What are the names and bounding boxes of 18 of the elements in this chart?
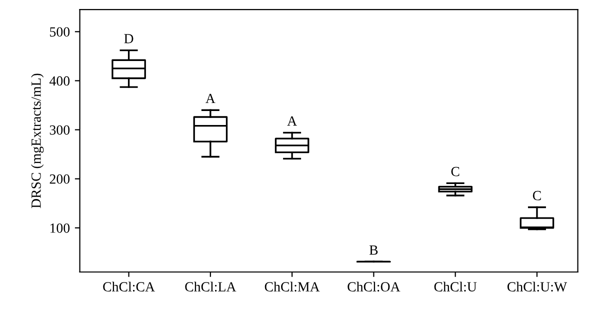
y-axis-title: DRSC (mgExtracts/mL)	[31, 74, 44, 208]
x-tick-label: ChCl:U:W	[507, 282, 568, 292]
y-tick-label: 300	[50, 125, 70, 135]
y-tick-label: 200	[50, 174, 70, 184]
annotation: A	[206, 94, 216, 104]
y-tick-label: 500	[50, 27, 70, 37]
x-tick-label: ChCl:MA	[264, 282, 320, 292]
y-tick-label: 100	[50, 223, 70, 233]
annotation: C	[451, 166, 460, 176]
annotation: D	[124, 34, 134, 44]
x-tick-label: ChCl:CA	[103, 282, 155, 292]
annotation: A	[287, 116, 297, 126]
x-tick-label: ChCl:LA	[185, 282, 236, 292]
annotation: B	[369, 245, 378, 255]
x-tick-label: ChCl:U	[434, 282, 477, 292]
y-tick-label: 400	[50, 76, 70, 86]
annotation: C	[532, 190, 541, 200]
x-tick-label: ChCl:OA	[348, 282, 400, 292]
